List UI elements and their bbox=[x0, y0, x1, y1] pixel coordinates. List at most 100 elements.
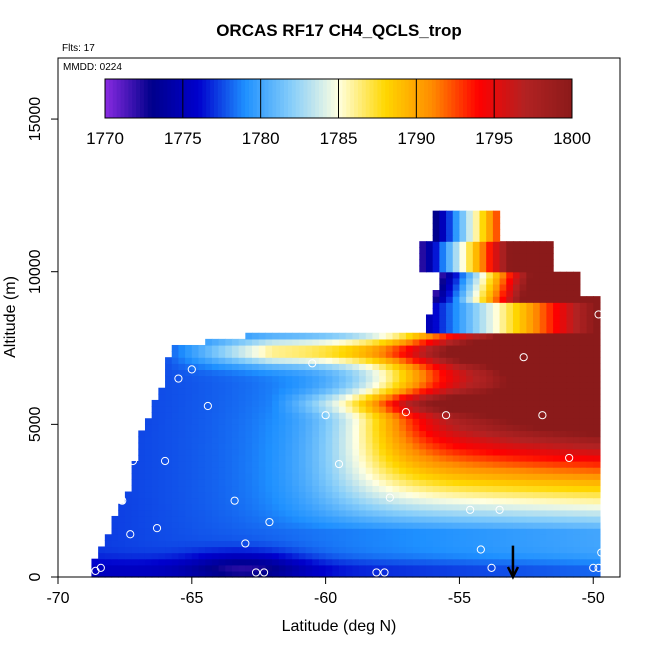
heatmap-cell bbox=[526, 381, 534, 389]
heatmap-cell bbox=[466, 357, 474, 364]
colorbar-segment bbox=[447, 79, 452, 118]
heatmap-cell bbox=[231, 503, 240, 511]
heatmap-cell bbox=[238, 363, 246, 370]
heatmap-cell bbox=[499, 271, 507, 279]
heatmap-cell bbox=[512, 454, 521, 462]
heatmap-cell bbox=[499, 290, 507, 297]
heatmap-cell bbox=[138, 546, 146, 554]
heatmap-cell bbox=[546, 552, 554, 560]
heatmap-cell bbox=[372, 418, 380, 425]
colorbar-segment bbox=[167, 79, 172, 118]
heatmap-cell bbox=[546, 485, 554, 493]
heatmap-cell bbox=[151, 473, 159, 480]
heatmap-cell bbox=[593, 357, 601, 364]
heatmap-cell bbox=[486, 265, 494, 273]
heatmap-cell bbox=[171, 460, 180, 468]
heatmap-cell bbox=[539, 479, 547, 487]
heatmap-cell bbox=[359, 467, 367, 474]
heatmap-cell bbox=[446, 564, 454, 572]
heatmap-cell bbox=[385, 369, 394, 377]
heatmap-cell bbox=[345, 424, 353, 432]
heatmap-cell bbox=[405, 503, 414, 511]
heatmap-cell bbox=[419, 546, 427, 554]
heatmap-cell bbox=[245, 564, 253, 572]
heatmap-cell bbox=[479, 430, 487, 438]
heatmap-cell bbox=[399, 344, 407, 352]
heatmap-cell bbox=[171, 399, 180, 407]
heatmap-cell bbox=[459, 259, 467, 267]
heatmap-cell bbox=[359, 485, 367, 493]
heatmap-cell bbox=[365, 467, 374, 474]
heatmap-cell bbox=[359, 393, 367, 401]
heatmap-cell bbox=[553, 485, 561, 493]
heatmap-cell bbox=[285, 467, 293, 474]
heatmap-cell bbox=[512, 351, 521, 358]
heatmap-cell bbox=[519, 522, 527, 529]
heatmap-cell bbox=[405, 406, 414, 413]
heatmap-cell bbox=[566, 271, 574, 279]
heatmap-cell bbox=[499, 296, 507, 303]
heatmap-cell bbox=[466, 216, 474, 224]
heatmap-cell bbox=[472, 546, 481, 554]
heatmap-cell bbox=[492, 546, 501, 554]
heatmap-cell bbox=[138, 454, 146, 462]
heatmap-cell bbox=[231, 564, 240, 572]
heatmap-cell bbox=[492, 277, 501, 285]
heatmap-cell bbox=[258, 351, 266, 358]
heatmap-cell bbox=[305, 338, 313, 346]
heatmap-cell bbox=[519, 454, 527, 462]
heatmap-cell bbox=[533, 485, 541, 493]
heatmap-cell bbox=[459, 222, 467, 230]
heatmap-cell bbox=[566, 277, 574, 285]
heatmap-cell bbox=[238, 393, 246, 401]
heatmap-cell bbox=[526, 277, 534, 285]
heatmap-cell bbox=[158, 485, 166, 493]
heatmap-cell bbox=[539, 473, 547, 480]
heatmap-cell bbox=[506, 247, 514, 254]
heatmap-cell bbox=[519, 363, 527, 370]
heatmap-cell bbox=[553, 387, 561, 395]
heatmap-cell bbox=[573, 308, 581, 316]
heatmap-cell bbox=[325, 509, 333, 517]
heatmap-cell bbox=[272, 338, 280, 346]
heatmap-cell bbox=[405, 387, 414, 395]
heatmap-cell bbox=[439, 564, 447, 572]
heatmap-cell bbox=[439, 552, 447, 560]
heatmap-cell bbox=[111, 570, 119, 578]
heatmap-cell bbox=[191, 344, 200, 352]
heatmap-cell bbox=[185, 503, 193, 511]
heatmap-cell bbox=[392, 399, 400, 407]
heatmap-cell bbox=[405, 375, 414, 383]
heatmap-cell bbox=[486, 326, 494, 334]
heatmap-cell bbox=[198, 497, 206, 505]
heatmap-cell bbox=[379, 467, 387, 474]
heatmap-cell bbox=[533, 430, 541, 438]
heatmap-cell bbox=[573, 344, 581, 352]
heatmap-cell bbox=[533, 387, 541, 395]
heatmap-cell bbox=[479, 406, 487, 413]
sample-point bbox=[589, 563, 598, 572]
heatmap-cell bbox=[258, 515, 266, 523]
heatmap-cell bbox=[218, 503, 226, 511]
heatmap-cell bbox=[292, 540, 300, 548]
heatmap-cell bbox=[258, 522, 266, 529]
heatmap-cell bbox=[586, 308, 594, 316]
heatmap-cell bbox=[439, 497, 447, 505]
heatmap-cell bbox=[559, 302, 568, 309]
heatmap-cell bbox=[372, 570, 380, 578]
heatmap-cell bbox=[539, 290, 547, 297]
heatmap-cell bbox=[165, 418, 173, 425]
heatmap-cell bbox=[586, 546, 594, 554]
heatmap-cell bbox=[559, 375, 568, 383]
heatmap-cell bbox=[506, 540, 514, 548]
heatmap-cell bbox=[218, 369, 226, 377]
heatmap-cell bbox=[432, 259, 440, 267]
heatmap-cell bbox=[245, 467, 253, 474]
heatmap-cell bbox=[379, 363, 387, 370]
heatmap-cell bbox=[452, 253, 461, 261]
heatmap-cell bbox=[419, 570, 427, 578]
colorbar-segment bbox=[322, 79, 328, 118]
heatmap-cell bbox=[593, 479, 601, 487]
heatmap-cell bbox=[499, 479, 507, 487]
